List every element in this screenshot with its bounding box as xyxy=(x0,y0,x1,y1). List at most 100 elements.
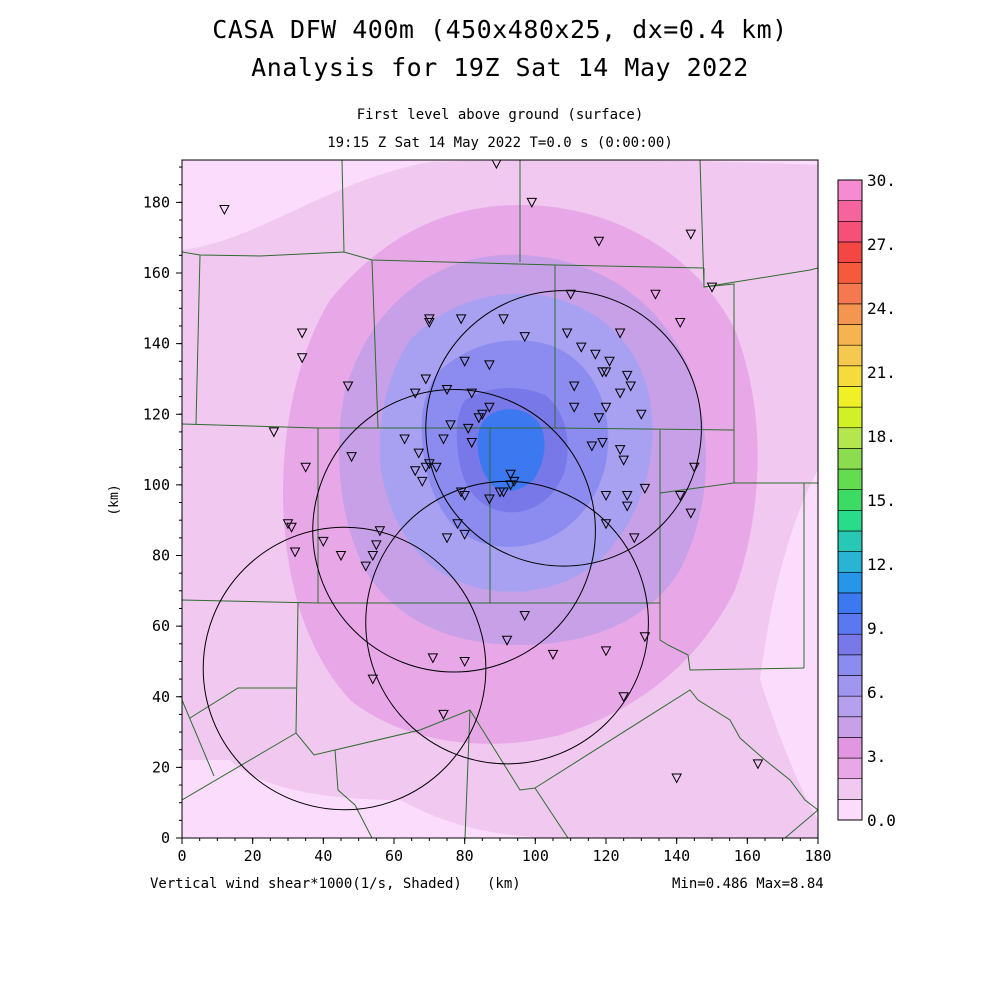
chart-title-line1: CASA DFW 400m (450x480x25, dx=0.4 km) xyxy=(212,15,788,44)
station-marker xyxy=(671,773,682,784)
colorbar-label: 21. xyxy=(867,363,896,382)
x-tick-label: 40 xyxy=(314,847,332,865)
colorbar-label: 30. xyxy=(867,171,896,190)
station-marker xyxy=(374,526,386,537)
station-marker xyxy=(466,438,478,449)
colorbar-swatch xyxy=(837,489,863,511)
station-marker xyxy=(438,709,449,720)
station-marker xyxy=(424,459,435,470)
station-marker xyxy=(689,462,700,473)
colorbar-label: 18. xyxy=(867,427,896,446)
colorbar-swatch xyxy=(837,778,863,800)
station-marker xyxy=(505,469,516,480)
station-marker xyxy=(600,519,612,530)
colorbar-swatch xyxy=(837,757,863,780)
footer-x-unit: (km) xyxy=(487,876,521,892)
colorbar-label: 15. xyxy=(867,491,896,510)
x-tick-label: 100 xyxy=(522,847,549,865)
colorbar-swatch xyxy=(837,675,863,697)
station-marker xyxy=(296,353,308,364)
station-marker xyxy=(526,197,538,208)
station-marker xyxy=(600,402,612,413)
footer-variable: Vertical wind shear*1000(1/s, Shaded) xyxy=(150,876,462,892)
station-marker xyxy=(286,522,297,533)
y-axis-label: (km) xyxy=(107,484,122,515)
colorbar-swatch xyxy=(837,633,863,656)
station-marker xyxy=(462,423,474,434)
station-marker xyxy=(318,536,329,547)
station-marker xyxy=(508,476,520,487)
colorbar-swatch xyxy=(837,365,863,387)
station-marker xyxy=(547,649,559,660)
colorbar-swatch xyxy=(837,799,863,821)
y-tick-label: 100 xyxy=(143,476,170,494)
station-marker xyxy=(335,551,347,562)
station-marker xyxy=(565,289,576,300)
colorbar-swatch xyxy=(837,324,863,346)
station-marker xyxy=(420,374,432,385)
station-marker xyxy=(600,367,612,378)
station-marker xyxy=(625,381,637,392)
station-marker xyxy=(371,540,382,551)
station-marker xyxy=(441,533,453,544)
station-marker xyxy=(590,349,601,360)
station-marker xyxy=(575,342,587,353)
station-marker xyxy=(491,160,502,170)
station-marker xyxy=(600,490,612,502)
station-marker xyxy=(614,388,626,399)
y-tick-label: 80 xyxy=(152,547,170,565)
station-marker xyxy=(639,483,651,494)
colorbar-swatch xyxy=(837,592,863,614)
x-axis: 0 20 40 60 80 100 120 140 160 180 xyxy=(177,838,832,865)
station-marker xyxy=(289,547,301,558)
station-marker xyxy=(455,487,467,498)
chart-subtitle-time: 19:15 Z Sat 14 May 2022 T=0.0 s (0:00:00… xyxy=(327,135,673,151)
station-marker xyxy=(459,529,470,540)
station-marker xyxy=(484,360,495,371)
colorbar-label: 3. xyxy=(867,747,886,766)
colorbar-swatch xyxy=(837,468,863,490)
station-marker xyxy=(639,632,651,643)
y-tick-label: 60 xyxy=(152,617,170,635)
colorbar-swatch xyxy=(837,344,863,367)
station-marker xyxy=(593,236,605,247)
station-marker xyxy=(561,328,573,339)
y-tick-label: 120 xyxy=(143,405,170,423)
station-marker xyxy=(367,551,379,562)
colorbar: 0.0 3. 6. 9. 12. 15. 18. 21. 24. 27. 30. xyxy=(837,171,896,830)
colorbar-swatch xyxy=(837,695,863,718)
station-marker xyxy=(519,332,531,343)
station-marker xyxy=(459,356,470,367)
colorbar-swatch xyxy=(837,386,863,408)
station-marker xyxy=(420,462,432,473)
station-marker xyxy=(484,402,495,413)
colorbar-label: 0.0 xyxy=(867,811,896,830)
station-marker xyxy=(477,409,488,420)
colorbar-swatch xyxy=(837,737,863,759)
colorbar-swatch xyxy=(837,571,863,594)
station-marker xyxy=(501,635,513,646)
station-marker xyxy=(685,229,697,240)
station-marker xyxy=(282,519,294,530)
station-marker xyxy=(621,501,633,512)
colorbar-label: 24. xyxy=(867,299,896,318)
x-tick-label: 160 xyxy=(734,847,761,865)
colorbar-swatch xyxy=(837,510,863,532)
station-marker xyxy=(674,490,686,502)
station-marker xyxy=(600,646,612,657)
y-tick-label: 0 xyxy=(161,829,170,847)
station-marker xyxy=(360,561,372,572)
x-tick-label: 20 xyxy=(244,847,262,865)
station-marker xyxy=(466,388,478,399)
colorbar-swatch xyxy=(837,241,863,263)
y-tick-label: 180 xyxy=(143,193,170,211)
colorbar-swatch xyxy=(837,716,863,738)
station-marker xyxy=(621,490,633,502)
colorbar-swatch xyxy=(837,200,863,222)
chart-subtitle-level: First level above ground (surface) xyxy=(356,107,644,123)
station-marker xyxy=(636,409,647,420)
station-marker xyxy=(219,204,230,216)
station-marker xyxy=(614,328,626,339)
y-tick-label: 40 xyxy=(152,688,170,706)
